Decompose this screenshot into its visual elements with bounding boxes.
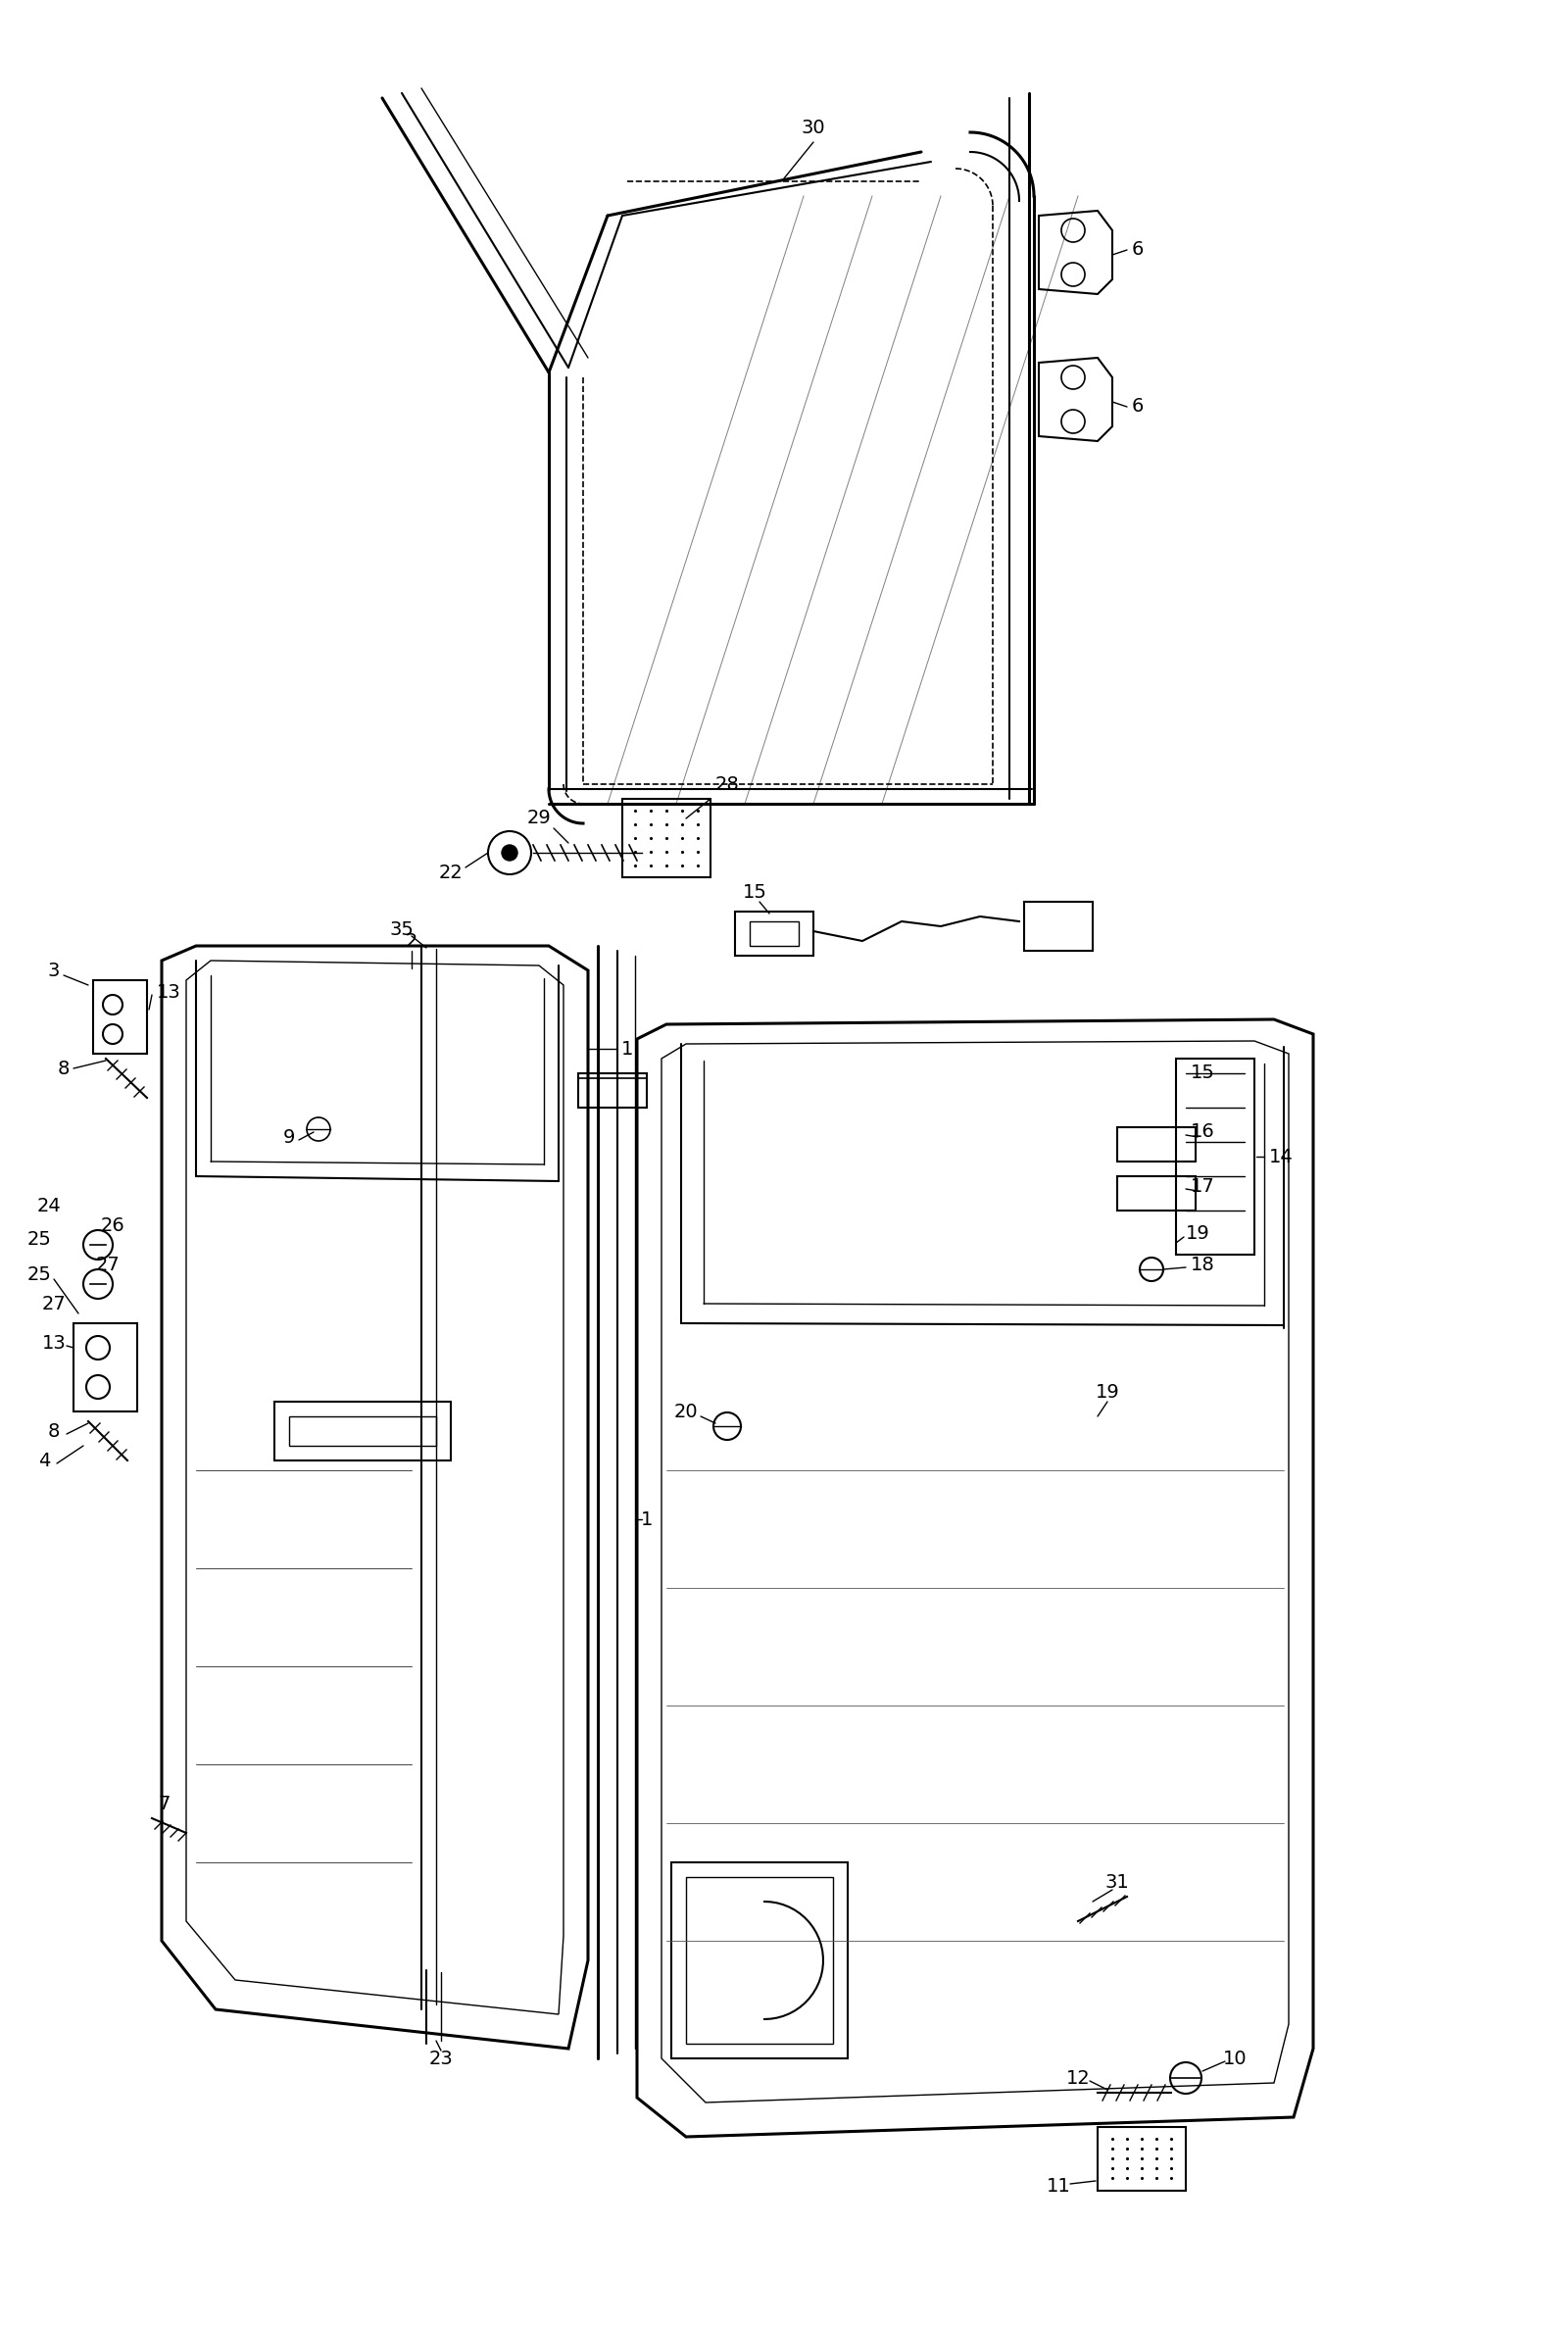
Text: 35: 35 <box>389 921 414 939</box>
Text: 8: 8 <box>58 1060 69 1079</box>
Text: 27: 27 <box>42 1295 66 1314</box>
Bar <box>1098 2127 1185 2190</box>
Text: 4: 4 <box>38 1451 50 1469</box>
Text: 13: 13 <box>42 1335 66 1353</box>
Bar <box>622 800 710 877</box>
Text: 15: 15 <box>1190 1065 1215 1083</box>
Text: 9: 9 <box>284 1128 295 1146</box>
Bar <box>289 1416 436 1446</box>
Text: 10: 10 <box>1223 2048 1247 2067</box>
Text: 1: 1 <box>641 1509 652 1528</box>
Text: 3: 3 <box>49 960 60 979</box>
Bar <box>274 1402 452 1460</box>
Text: 13: 13 <box>157 983 180 1002</box>
Text: 16: 16 <box>1190 1123 1215 1142</box>
Text: 20: 20 <box>674 1402 698 1421</box>
Text: 12: 12 <box>1066 2069 1090 2088</box>
Text: 27: 27 <box>96 1256 119 1274</box>
Text: 11: 11 <box>1046 2176 1071 2195</box>
Text: 15: 15 <box>742 884 767 902</box>
Bar <box>93 981 147 1053</box>
Bar <box>735 911 814 956</box>
Bar <box>579 1074 648 1107</box>
Text: 28: 28 <box>715 774 740 793</box>
Text: 19: 19 <box>1185 1223 1210 1242</box>
Bar <box>1116 1176 1196 1211</box>
Text: 25: 25 <box>27 1230 52 1249</box>
Text: 24: 24 <box>38 1197 61 1216</box>
Text: 6: 6 <box>1132 239 1145 260</box>
Bar <box>1116 1128 1196 1162</box>
Text: 29: 29 <box>527 809 550 828</box>
Bar <box>750 921 798 946</box>
Text: 6: 6 <box>1132 398 1145 416</box>
Text: 22: 22 <box>439 863 463 881</box>
Text: 30: 30 <box>801 119 825 137</box>
Text: 17: 17 <box>1190 1176 1215 1195</box>
Bar <box>687 1876 833 2044</box>
Text: 19: 19 <box>1096 1383 1120 1402</box>
Circle shape <box>502 844 517 860</box>
Bar <box>1176 1058 1254 1256</box>
Bar <box>1024 902 1093 951</box>
Text: 18: 18 <box>1190 1256 1215 1274</box>
Text: 23: 23 <box>430 2048 453 2067</box>
Text: 31: 31 <box>1105 1872 1129 1890</box>
Text: 1: 1 <box>621 1039 633 1058</box>
Bar <box>74 1323 138 1411</box>
Bar <box>671 1862 848 2058</box>
Text: 7: 7 <box>158 1795 171 1814</box>
Text: 26: 26 <box>100 1216 125 1235</box>
Text: 25: 25 <box>27 1265 52 1283</box>
Text: 8: 8 <box>49 1423 60 1442</box>
Text: 14: 14 <box>1269 1146 1294 1165</box>
Text: 2: 2 <box>406 932 417 951</box>
